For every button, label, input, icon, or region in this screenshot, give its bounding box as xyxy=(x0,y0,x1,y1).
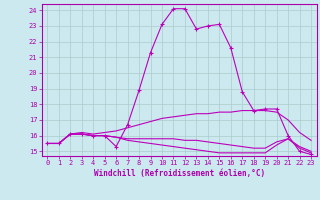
X-axis label: Windchill (Refroidissement éolien,°C): Windchill (Refroidissement éolien,°C) xyxy=(94,169,265,178)
